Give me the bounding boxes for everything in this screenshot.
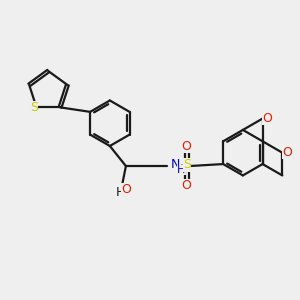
Text: H: H xyxy=(116,185,125,199)
Text: O: O xyxy=(262,112,272,125)
Text: N: N xyxy=(171,158,181,171)
Text: S: S xyxy=(30,101,38,114)
Text: O: O xyxy=(282,146,292,159)
Text: O: O xyxy=(182,140,192,153)
Text: O: O xyxy=(182,179,192,192)
Text: H: H xyxy=(177,165,185,175)
Text: S: S xyxy=(183,158,191,172)
Text: O: O xyxy=(122,183,131,196)
